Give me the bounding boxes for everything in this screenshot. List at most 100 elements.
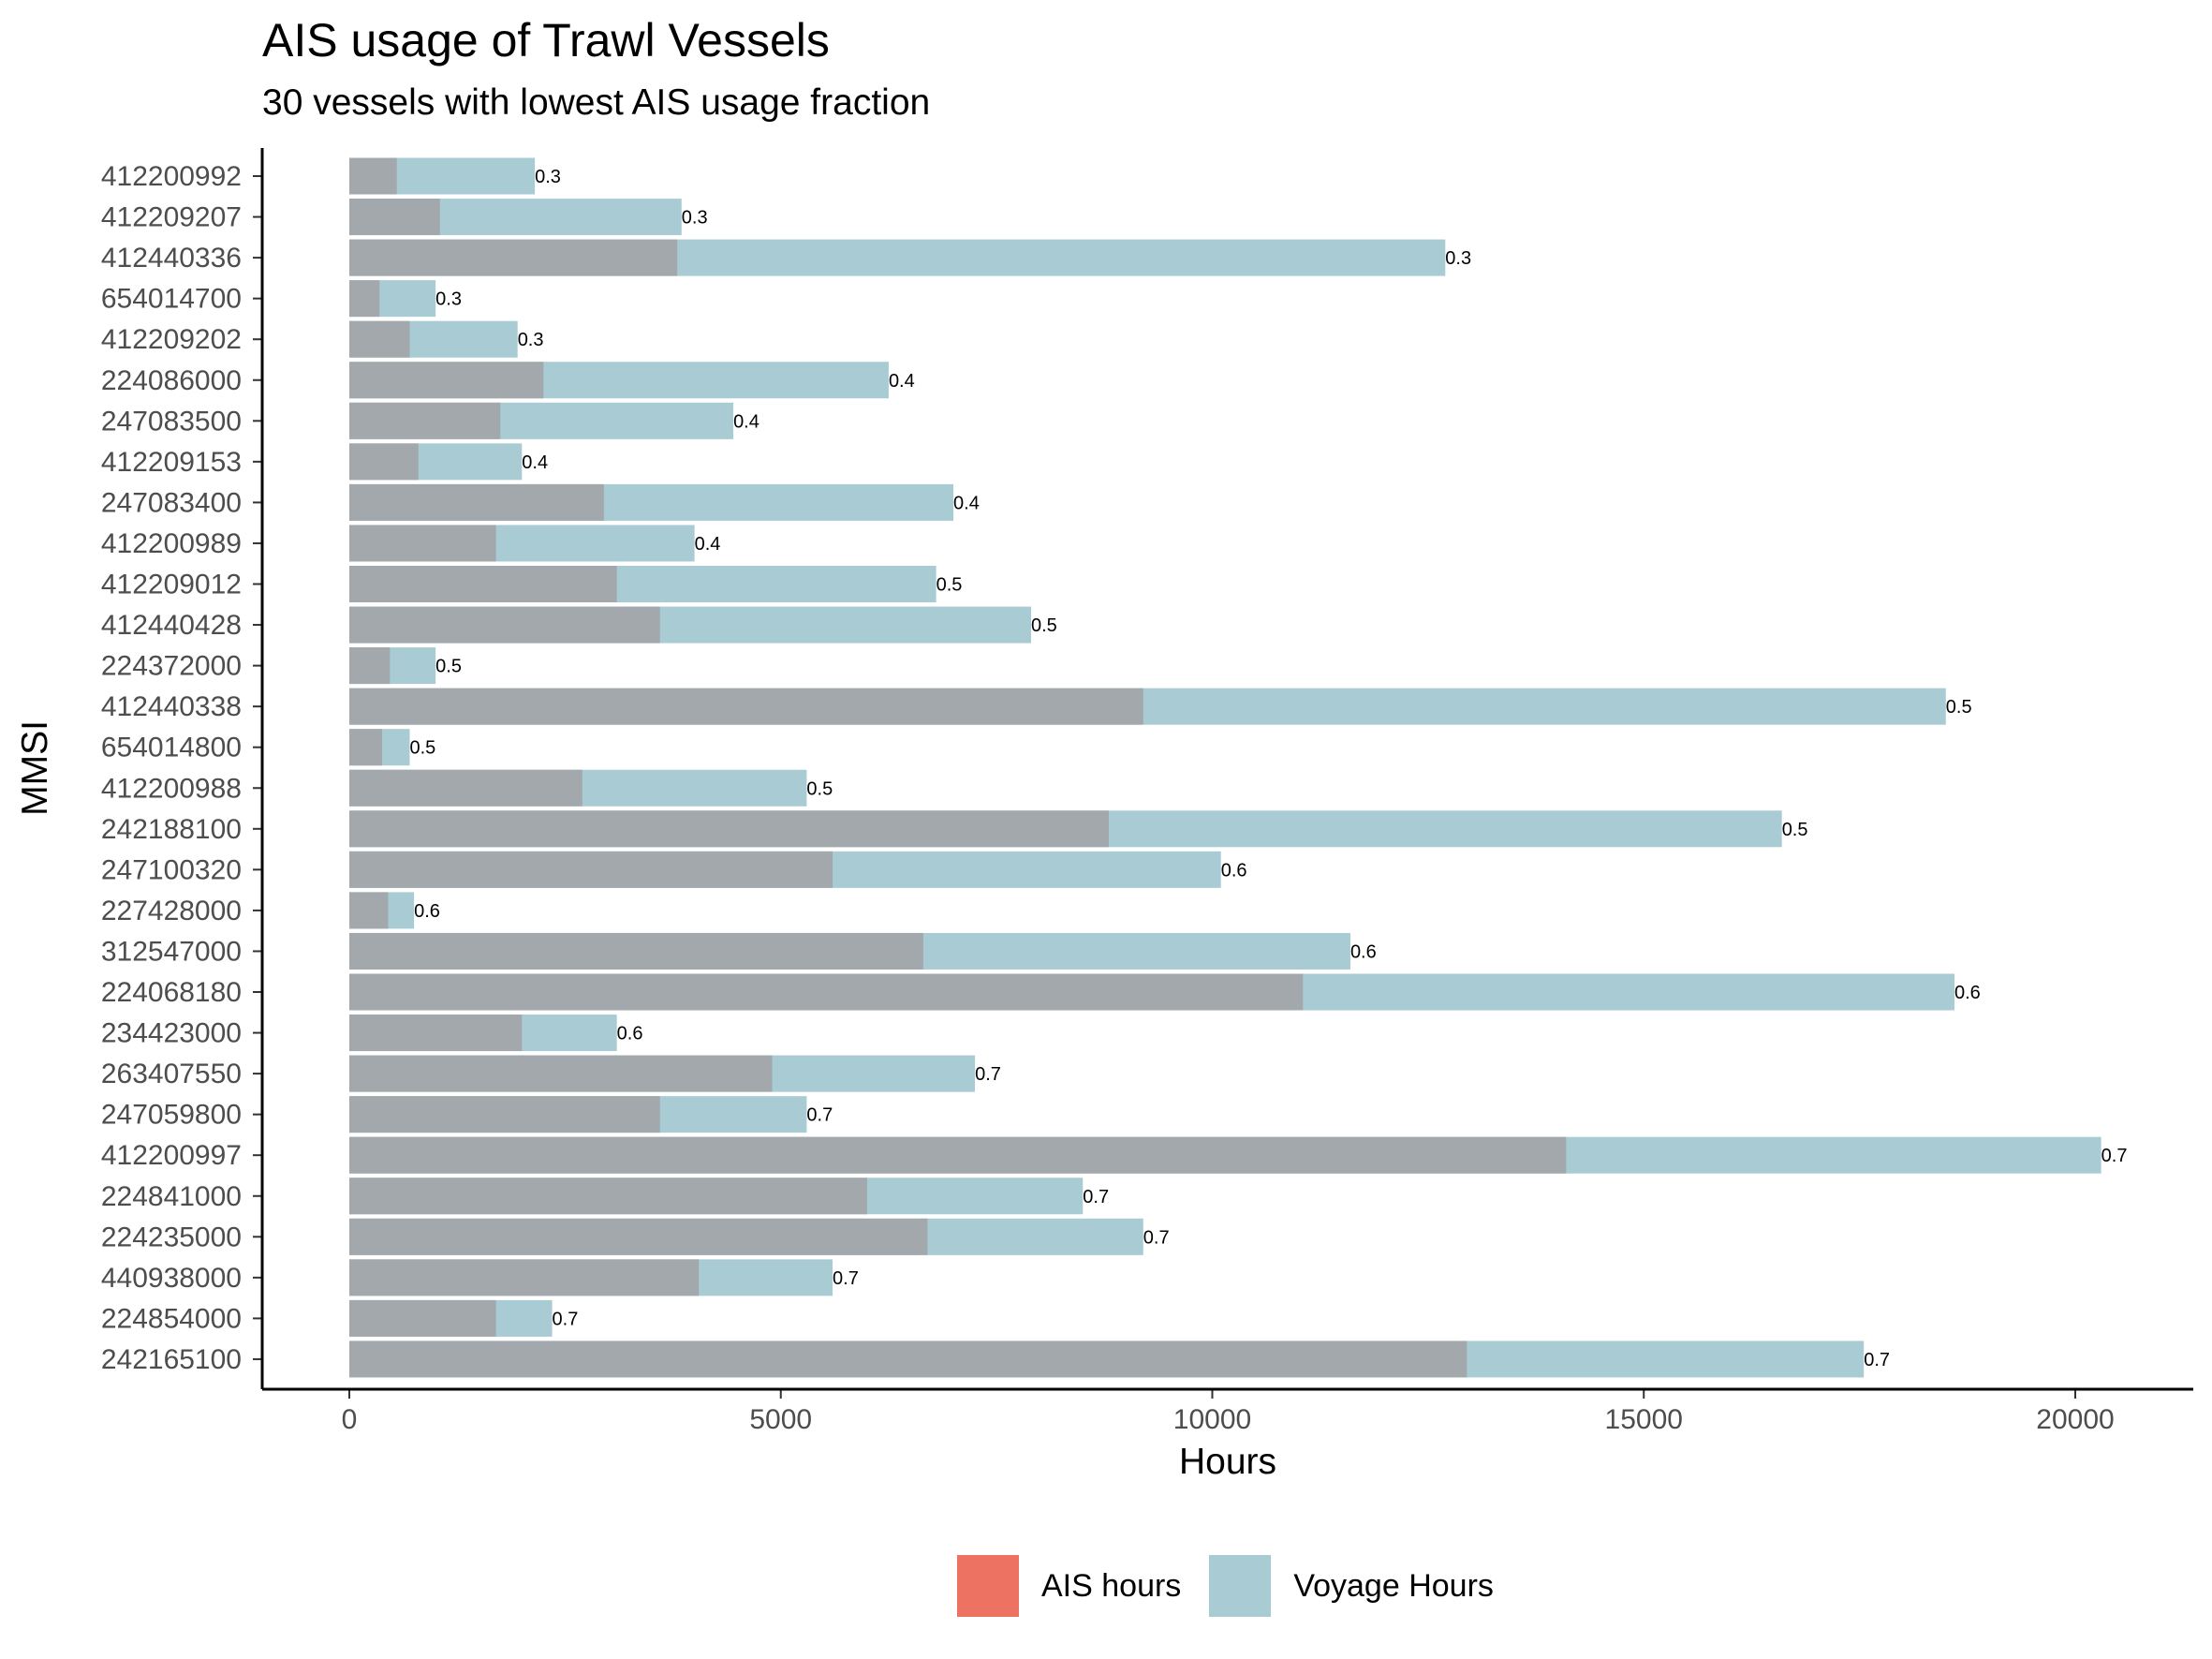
bar-value-label: 0.5: [1946, 697, 1972, 718]
bar-value-label: 0.3: [682, 208, 708, 229]
bar-value-label: 0.6: [1221, 860, 1247, 881]
bar-value-label: 0.7: [1143, 1227, 1170, 1248]
y-tick-label: 654014700: [101, 284, 242, 315]
y-tick-label: 247083400: [101, 487, 242, 518]
ais-bar: [349, 199, 440, 236]
bar-value-label: 0.7: [553, 1309, 579, 1329]
ais-bar: [349, 1136, 1567, 1174]
ais-bar: [349, 688, 1143, 725]
ais-bar: [349, 892, 389, 929]
legend-key-ais: [957, 1555, 1019, 1617]
bar-value-label: 0.3: [518, 330, 544, 350]
ais-bar: [349, 769, 582, 807]
ais-bar: [349, 1259, 700, 1296]
bar-value-label: 0.6: [617, 1024, 643, 1044]
x-axis-ticks: 0 5000 10000 15000 20000: [342, 1389, 2115, 1435]
y-tick-label: 224235000: [101, 1222, 242, 1252]
bar-value-label: 0.3: [435, 289, 462, 310]
bar-value-label: 0.3: [535, 167, 561, 187]
bar-value-label: 0.6: [414, 901, 440, 922]
y-tick-label: 247100320: [101, 854, 242, 885]
ais-bar: [349, 362, 544, 399]
y-tick-label: 412209202: [101, 324, 242, 355]
y-tick-label: 263407550: [101, 1059, 242, 1089]
ais-bar: [349, 320, 410, 358]
ais-bar: [349, 932, 923, 970]
y-tick-label: 224841000: [101, 1181, 242, 1212]
y-tick-label: 412200988: [101, 773, 242, 804]
chart-title: AIS usage of Trawl Vessels: [262, 14, 830, 67]
y-tick-label: 224854000: [101, 1303, 242, 1334]
y-tick-label: 412440336: [101, 243, 242, 274]
bar-value-label: 0.6: [1350, 941, 1377, 962]
x-axis-title: Hours: [1179, 1442, 1276, 1482]
x-tick-label: 0: [342, 1404, 358, 1435]
bar-value-label: 0.5: [806, 778, 833, 799]
ais-bar: [349, 729, 383, 766]
bar-value-label: 0.6: [1954, 983, 1981, 1003]
x-tick-label: 5000: [749, 1404, 812, 1435]
ais-bar: [349, 647, 391, 685]
y-tick-label: 247059800: [101, 1100, 242, 1131]
bar-value-label: 0.7: [833, 1268, 859, 1289]
y-tick-label: 412209207: [101, 202, 242, 233]
legend: AIS hours Voyage Hours: [957, 1555, 1522, 1617]
bar-value-label: 0.5: [1782, 820, 1808, 840]
legend-item-voyage: Voyage Hours: [1209, 1555, 1494, 1617]
ais-bar: [349, 1178, 867, 1215]
bar-value-label: 0.5: [410, 738, 436, 759]
x-tick-label: 10000: [1173, 1404, 1251, 1435]
bar-value-label: 0.5: [435, 657, 462, 677]
y-tick-label: 654014800: [101, 733, 242, 763]
legend-key-voyage: [1209, 1555, 1272, 1617]
ais-bar: [349, 1096, 660, 1133]
bar-value-label: 0.4: [953, 493, 980, 513]
legend-label-voyage: Voyage Hours: [1293, 1567, 1494, 1604]
bar-value-label: 0.7: [975, 1064, 1001, 1085]
y-tick-label: 412440428: [101, 610, 242, 641]
ais-bar: [349, 402, 501, 439]
bar-value-label: 0.7: [2101, 1146, 2128, 1166]
y-tick-label: 440938000: [101, 1263, 242, 1294]
x-tick-label: 15000: [1605, 1404, 1683, 1435]
y-tick-label: 412200989: [101, 528, 242, 559]
ais-bar: [349, 1015, 523, 1052]
ais-bar: [349, 1299, 496, 1337]
ais-bar: [349, 606, 660, 644]
ais-bar: [349, 973, 1304, 1011]
y-axis-title: MMSI: [15, 720, 55, 816]
bar-value-label: 0.7: [806, 1105, 833, 1126]
y-tick-label: 224068180: [101, 977, 242, 1008]
bar-value-label: 0.4: [522, 452, 548, 473]
y-tick-label: 412209153: [101, 447, 242, 478]
y-tick-label: 224372000: [101, 651, 242, 682]
bar-value-label: 0.4: [889, 371, 915, 392]
bar-value-label: 0.3: [1445, 248, 1471, 269]
bar-value-label: 0.4: [733, 411, 759, 432]
y-tick-label: 247083500: [101, 406, 242, 437]
ais-bar: [349, 1341, 1467, 1378]
y-tick-label: 227428000: [101, 896, 242, 926]
ais-bar: [349, 483, 604, 521]
ais-bar: [349, 443, 419, 481]
y-tick-label: 412200997: [101, 1140, 242, 1171]
ais-bar: [349, 1218, 928, 1255]
legend-label-ais: AIS hours: [1041, 1567, 1182, 1604]
bar-value-label: 0.4: [695, 534, 721, 555]
bar-labels: 0.3 0.3 0.3 0.3 0.3 0.4 0.4 0.4 0.4 0.4 0.5 0.5 0.5 0…: [410, 167, 2128, 1370]
ais-bar: [349, 851, 833, 888]
ais-bar: [349, 1055, 773, 1092]
x-tick-label: 20000: [2036, 1404, 2114, 1435]
ais-bar: [349, 157, 397, 195]
bar-value-label: 0.5: [1031, 615, 1057, 636]
chart-subtitle: 30 vessels with lowest AIS usage fractio…: [262, 82, 931, 123]
bar-value-label: 0.7: [1083, 1187, 1109, 1207]
y-tick-label: 234423000: [101, 1018, 242, 1049]
y-tick-label: 242188100: [101, 814, 242, 845]
bar-value-label: 0.7: [1864, 1350, 1890, 1370]
ais-bar: [349, 239, 678, 276]
y-tick-label: 412440338: [101, 691, 242, 722]
bar-value-label: 0.5: [936, 575, 963, 596]
ais-bars: [349, 157, 1567, 1378]
y-tick-label: 242165100: [101, 1344, 242, 1375]
